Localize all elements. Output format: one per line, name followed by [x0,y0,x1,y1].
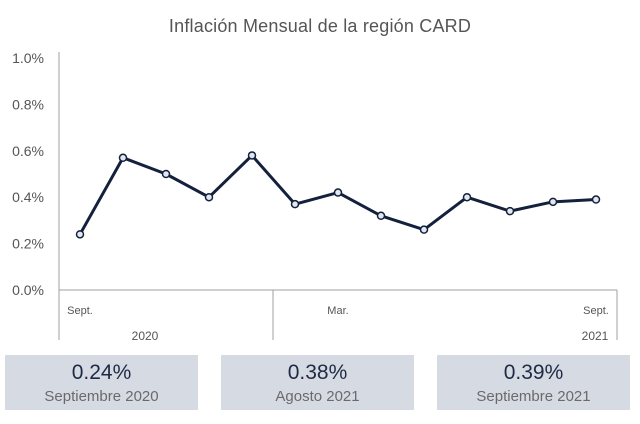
line-chart: 0.0% 0.2% 0.4% 0.6% 0.8% 1.0% Sept. Mar. Sept. … [12,50,618,343]
year-label: 2020 [132,329,159,343]
y-tick-label: 0.4% [12,189,44,205]
x-tick-label: Mar. [327,305,348,317]
y-tick-label: 0.2% [12,236,44,252]
summary-card-3: 0.39% Septiembre 2021 [437,355,630,410]
chart-title: Inflación Mensual de la región CARD [168,16,472,36]
y-tick-label: 0.6% [12,143,44,159]
card-value: 0.39% [503,361,564,384]
data-point [75,230,85,239]
series-group [75,151,601,239]
summary-card-2: 0.38% Agosto 2021 [221,355,414,410]
x-axis-ticks: Sept. Mar. Sept. [67,305,609,317]
card-value: 0.24% [71,361,132,384]
card-label: Septiembre 2020 [44,388,159,405]
data-point [290,199,300,209]
y-axis-ticks: 0.0% 0.2% 0.4% 0.6% 0.8% 1.0% [12,50,44,298]
y-tick-label: 0.8% [12,96,44,112]
data-point [591,195,601,204]
data-point [204,192,214,202]
data-point [118,153,128,163]
year-label: 2021 [582,329,609,343]
card-label: Septiembre 2021 [476,388,591,405]
y-tick-label: 1.0% [12,50,44,66]
year-labels: 2020 2021 [132,329,609,343]
data-point [548,197,558,207]
data-point [419,225,429,234]
data-point [247,151,257,160]
y-tick-label: 0.0% [12,282,44,298]
x-tick-label: Sept. [67,305,93,317]
data-point [333,188,343,197]
chart-axes [58,52,618,340]
data-point [376,211,386,221]
card-value: 0.38% [287,361,348,384]
summary-card-1: 0.24% Septiembre 2020 [5,355,198,410]
x-tick-label: Sept. [583,305,609,317]
data-point [161,169,171,179]
data-point [462,192,472,202]
data-point [505,206,515,216]
card-label: Agosto 2021 [275,388,360,405]
